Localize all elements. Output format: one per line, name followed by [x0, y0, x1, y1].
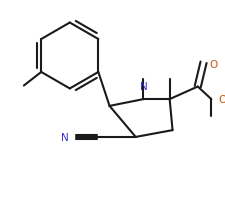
Text: N: N	[139, 82, 147, 92]
Text: O: O	[209, 60, 217, 70]
Text: O: O	[217, 95, 225, 105]
Text: N: N	[61, 132, 69, 142]
